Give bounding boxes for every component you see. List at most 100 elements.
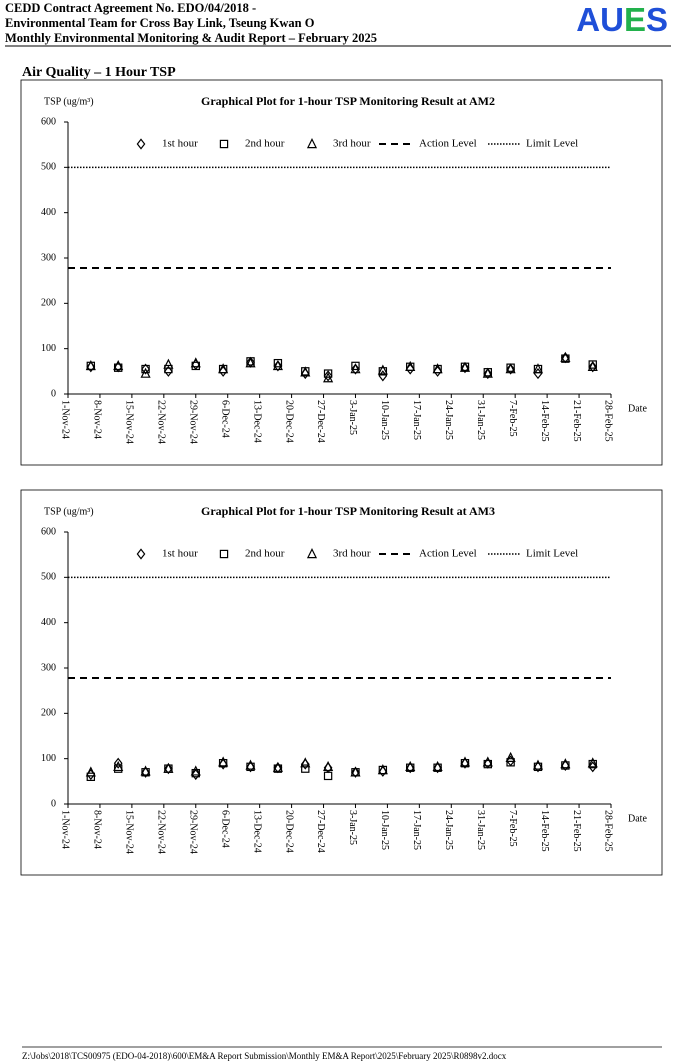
marker-triangle [560, 758, 571, 769]
x-axis-label: Date [628, 813, 647, 824]
x-tick-label: 29-Nov-24 [187, 400, 198, 444]
marker-diamond [136, 138, 146, 150]
x-tick-label: 15-Nov-24 [124, 400, 135, 444]
marker-diamond [164, 365, 173, 377]
marker-triangle [163, 358, 174, 369]
x-tick-label: 7-Feb-25 [507, 810, 518, 847]
marker-diamond [378, 370, 388, 382]
x-tick-label: 28-Feb-25 [603, 400, 614, 442]
marker-triangle [505, 751, 516, 762]
marker-triangle [300, 366, 311, 377]
x-tick-label: 24-Jan-25 [443, 400, 454, 440]
x-tick-label: 27-Dec-24 [315, 810, 326, 853]
marker-triangle [245, 357, 256, 368]
marker-square [323, 771, 333, 781]
header-line: Monthly Environmental Monitoring & Audit… [5, 31, 377, 45]
y-tick-label: 300 [41, 662, 56, 673]
y-tick-label: 300 [41, 252, 56, 263]
header-line: CEDD Contract Agreement No. EDO/04/2018 … [5, 1, 256, 15]
y-tick-label: 400 [41, 207, 56, 218]
y-tick-label: 100 [41, 343, 56, 354]
marker-triangle [482, 367, 493, 378]
marker-diamond [113, 757, 123, 769]
x-tick-label: 13-Dec-24 [251, 810, 262, 853]
marker-triangle [532, 759, 544, 770]
y-tick-label: 500 [41, 162, 56, 173]
marker-triangle [459, 756, 471, 767]
marker-square [164, 364, 173, 374]
x-tick-label: 15-Nov-24 [124, 810, 135, 854]
marker-diamond [273, 360, 283, 372]
marker-triangle [85, 359, 96, 371]
marker-diamond [588, 361, 598, 373]
legend-label: 1st hour [162, 548, 198, 560]
legend-label: 3rd hour [333, 138, 371, 150]
marker-triangle [218, 756, 229, 767]
marker-triangle [482, 756, 493, 767]
section-title: Air Quality – 1 Hour TSP [22, 65, 176, 80]
marker-diamond [506, 363, 515, 375]
legend-label: Action Level [419, 138, 477, 150]
x-tick-label: 3-Jan-25 [347, 810, 358, 845]
marker-triangle [459, 361, 471, 372]
x-tick-label: 1-Nov-24 [60, 810, 71, 849]
marker-triangle [377, 764, 388, 775]
x-tick-label: 20-Dec-24 [283, 810, 294, 853]
marker-square [378, 367, 388, 376]
chart-frame [20, 79, 663, 466]
x-tick-label: 8-Nov-24 [92, 810, 103, 849]
x-tick-label: 31-Jan-25 [475, 810, 486, 850]
legend-label: 2nd hour [245, 548, 285, 560]
marker-diamond [483, 368, 493, 380]
y-tick-label: 100 [41, 753, 56, 764]
marker-square [273, 764, 283, 773]
marker-diamond [405, 363, 415, 375]
marker-triangle [300, 757, 311, 768]
y-tick-label: 0 [51, 798, 56, 809]
legend-label: Action Level [419, 548, 477, 560]
marker-square [218, 758, 228, 768]
x-tick-label: 27-Dec-24 [315, 400, 326, 443]
marker-diamond [191, 768, 201, 781]
legend-label: Limit Level [526, 548, 578, 560]
marker-triangle [505, 363, 516, 374]
x-axis-label: Date [628, 403, 647, 414]
x-tick-label: 10-Jan-25 [379, 400, 390, 440]
marker-diamond [164, 763, 173, 775]
y-tick-label: 400 [41, 617, 56, 628]
marker-triangle [432, 363, 443, 374]
x-tick-label: 17-Jan-25 [411, 810, 422, 850]
x-tick-label: 13-Dec-24 [251, 400, 262, 443]
chart-title: Graphical Plot for 1-hour TSP Monitoring… [201, 504, 495, 518]
legend-label: 2nd hour [245, 138, 285, 150]
x-tick-label: 17-Jan-25 [411, 400, 422, 440]
x-tick-label: 8-Nov-24 [92, 400, 103, 439]
y-tick-label: 600 [41, 526, 56, 537]
marker-diamond [351, 766, 360, 778]
marker-diamond [351, 363, 360, 375]
marker-square [506, 758, 515, 767]
marker-square [406, 763, 415, 772]
marker-diamond [460, 362, 470, 374]
marker-diamond [136, 548, 146, 560]
marker-triangle [350, 363, 361, 374]
marker-triangle [532, 363, 544, 374]
marker-triangle [272, 359, 283, 371]
marker-triangle [245, 759, 256, 770]
chart-title: Graphical Plot for 1-hour TSP Monitoring… [201, 94, 495, 108]
y-tick-label: 200 [41, 708, 56, 719]
x-tick-label: 7-Feb-25 [507, 400, 518, 437]
marker-triangle [85, 766, 96, 777]
marker-square [351, 361, 360, 371]
legend-label: 3rd hour [333, 548, 371, 560]
marker-triangle [405, 760, 416, 772]
marker-triangle [587, 360, 598, 371]
marker-square [219, 139, 229, 149]
footer: Z:\Jobs\2018\TCS00975 (EDO-04-2018)\600\… [22, 1051, 507, 1061]
marker-triangle [350, 766, 361, 777]
x-tick-label: 22-Nov-24 [156, 810, 167, 854]
x-tick-label: 22-Nov-24 [156, 400, 167, 444]
marker-diamond [433, 365, 442, 377]
